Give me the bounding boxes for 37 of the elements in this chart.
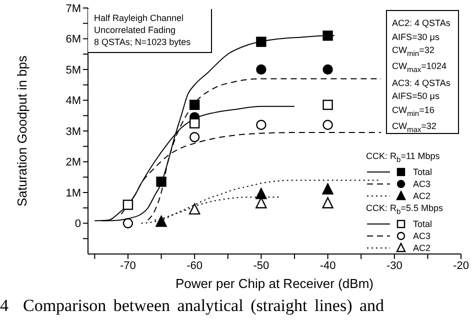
x-tick-label: -70 <box>120 260 136 272</box>
annotation: AIFS=30 μs <box>392 30 440 44</box>
x-axis-title: Power per Chip at Receiver (dBm) <box>174 276 374 291</box>
text: 4 Comparison between analytical (straight lines) and <box>0 296 386 316</box>
y-tick-label: 4M <box>66 95 81 108</box>
legend-label: AC3 <box>413 178 431 190</box>
y-tick-label: 2M <box>66 156 81 169</box>
annotation: CW$_{max}$=32 <box>392 120 438 136</box>
text-box: Half Rayleigh Channel Uncorrelated Fading 8 QSTAs; N=1023 bytes <box>88 9 212 53</box>
annotation: Uncorrelated Fading <box>94 24 177 36</box>
annotation: AIFS=50 μs <box>392 90 440 104</box>
x-tick-label: -40 <box>320 260 336 272</box>
annotation: CW$_{min}$=32 <box>392 44 436 60</box>
annotation: AC3: 4 QSTAs <box>392 76 452 90</box>
annotation: AC2: 4 QSTAs <box>392 17 452 30</box>
y-tick-label: 3M <box>66 126 81 138</box>
y-axis-title: Saturation Goodput in bps <box>14 54 30 207</box>
y-tick-label: 7M <box>66 2 81 15</box>
y-tick-label: 0 <box>74 218 81 230</box>
legend-label: Total <box>413 218 432 230</box>
annotation: CW$_{min}$=16 <box>392 104 436 120</box>
annotation: CCK: R$_{b}$=5.5 Mbps <box>366 202 443 218</box>
x-tick-label: -60 <box>186 260 203 272</box>
legend-label: Total <box>413 166 432 178</box>
legend-label: AC2 <box>413 242 431 254</box>
annotation: 8 QSTAs; N=1023 bytes <box>94 36 192 48</box>
y-tick-label: 6M <box>66 34 81 46</box>
y-tick-label: 5M <box>66 64 81 76</box>
annotation: CW$_{max}$=1024 <box>392 60 448 76</box>
legend-label: AC3 <box>413 230 431 242</box>
x-tick-label: -50 <box>253 260 270 272</box>
annotation: CCK: R$_{b}$=11 Mbps <box>366 150 441 166</box>
x-tick-label: -20 <box>453 260 469 272</box>
x-tick-label: -30 <box>386 260 402 272</box>
annotation: Half Rayleigh Channel <box>94 12 185 24</box>
legend-label: AC2 <box>413 190 431 202</box>
y-tick-label: 1M <box>66 187 81 200</box>
